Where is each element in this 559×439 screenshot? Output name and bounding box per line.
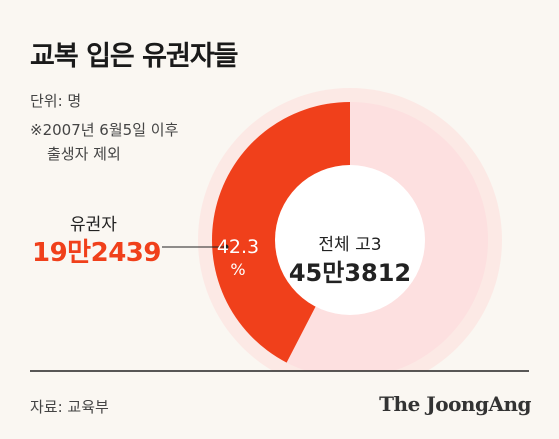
total-label: 전체 고3 xyxy=(318,235,382,255)
voter-value: 19만2439 xyxy=(32,238,161,268)
voter-percent-symbol: % xyxy=(230,260,246,279)
footnote-line-1: ※2007년 6월5일 이후 xyxy=(30,121,179,139)
donut-hole xyxy=(275,165,425,315)
footnote: ※2007년 6월5일 이후 출생자 제외 xyxy=(30,118,230,166)
footnote-line-2: 출생자 제외 xyxy=(47,145,121,163)
callout-leader-dot xyxy=(223,244,229,250)
total-value: 45만3812 xyxy=(288,259,412,287)
publisher-logo: The JoongAng xyxy=(379,392,531,416)
voter-label: 유권자 xyxy=(70,215,117,235)
page-title: 교복 입은 유권자들 xyxy=(30,41,239,72)
source-label: 자료: 교육부 xyxy=(30,398,109,416)
voter-percent: 42.3 xyxy=(216,236,260,258)
unit-label: 단위: 명 xyxy=(30,92,82,110)
